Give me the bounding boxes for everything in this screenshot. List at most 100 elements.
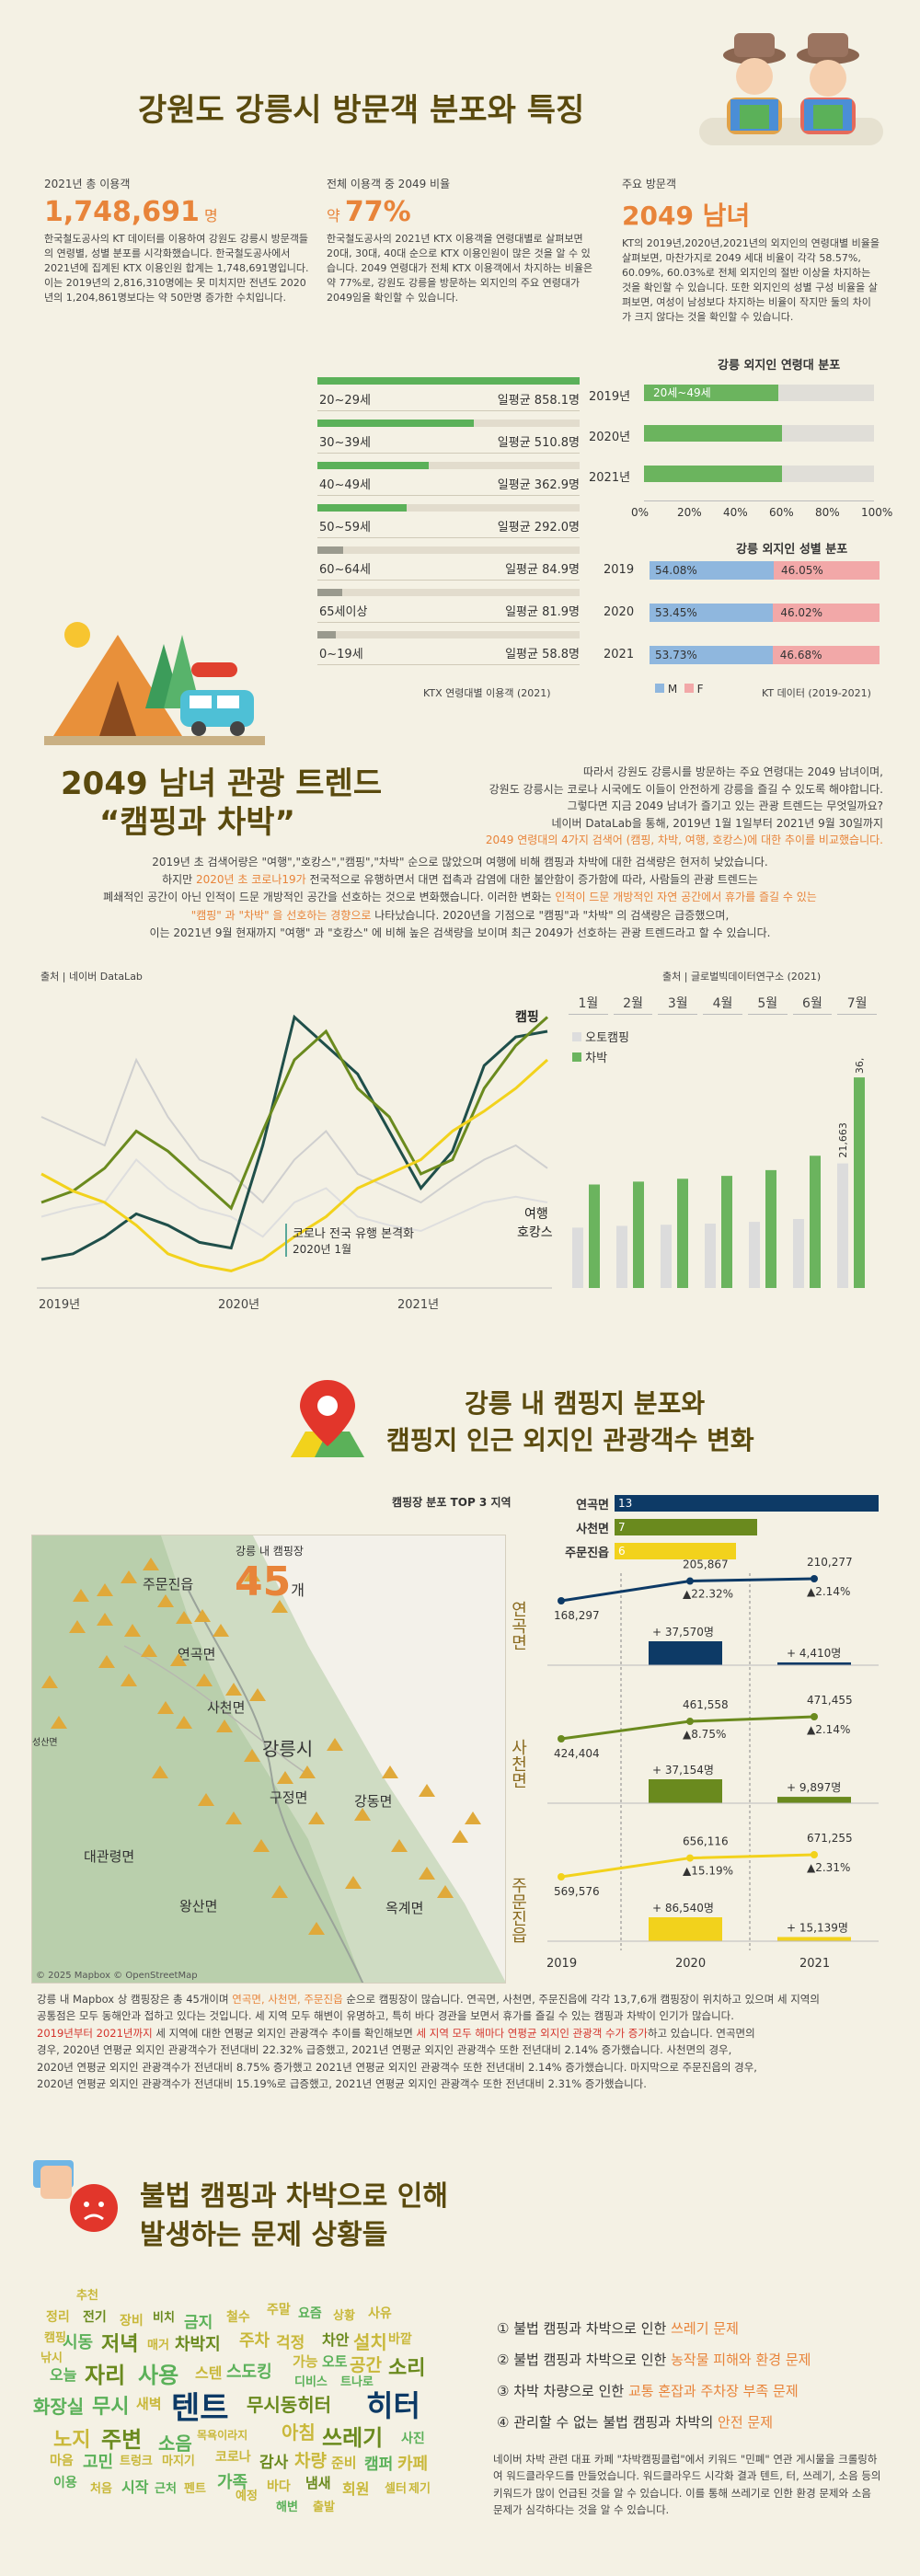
word-cloud-word: 디비스	[294, 2375, 328, 2389]
issue-text: 관리할 수 없는 불법 캠핑과 차박의	[513, 2414, 719, 2431]
map-attribution[interactable]: © 2025 Mapbox © OpenStreetMap	[36, 1971, 198, 1981]
bar-legend: 오토캠핑 차박	[572, 1029, 629, 1069]
tent-icon[interactable]	[121, 1673, 137, 1686]
tent-icon[interactable]	[213, 1624, 229, 1637]
tent-icon[interactable]	[225, 1811, 242, 1824]
age-tick-label: 80%	[815, 506, 840, 519]
word-cloud-word: 노지	[53, 2429, 91, 2452]
ktx-age-row: 20~29세 일평균 858.1명	[317, 377, 580, 420]
month-tab[interactable]: 7월	[837, 994, 878, 1015]
map-place-label: 구정면	[270, 1789, 308, 1806]
month-tab[interactable]: 2월	[613, 994, 653, 1015]
tent-icon[interactable]	[419, 1784, 435, 1797]
tent-icon[interactable]	[327, 1738, 343, 1751]
tent-icon[interactable]	[157, 1701, 174, 1714]
tent-icon[interactable]	[216, 1719, 233, 1732]
tent-icon[interactable]	[97, 1583, 113, 1596]
tent-icon[interactable]	[308, 1922, 325, 1935]
tent-icon[interactable]	[98, 1655, 115, 1668]
stat1-desc: 한국철도공사의 KT 데이터를 이용하여 강원도 강릉시 방문객들의 연령별, …	[44, 233, 309, 305]
word-cloud-word: 새벽	[136, 2396, 162, 2412]
tent-icon[interactable]	[73, 1589, 89, 1602]
month-selector: 1월 2월 3월 4월 5월 6월 7월	[569, 994, 878, 1015]
word-cloud-word: 가능	[293, 2353, 318, 2370]
tent-icon[interactable]	[225, 1683, 242, 1696]
tent-icon[interactable]	[152, 1765, 168, 1778]
issue-num: ①	[497, 2320, 510, 2337]
age-value: 일평균 362.9명	[497, 478, 580, 492]
word-cloud-word: 감사	[259, 2454, 289, 2472]
tent-icon[interactable]	[345, 1876, 362, 1889]
month-tab[interactable]: 5월	[747, 994, 788, 1015]
tent-icon[interactable]	[354, 1808, 371, 1821]
tent-icon[interactable]	[419, 1867, 435, 1880]
stat3-label: 주요 방문객	[622, 178, 677, 190]
word-cloud-word: 근처	[155, 2482, 177, 2496]
tent-icon[interactable]	[277, 1771, 293, 1784]
ktx-age-row: 30~39세 일평균 510.8명	[317, 420, 580, 462]
tent-icon[interactable]	[465, 1811, 481, 1824]
region-year-label: 2020	[675, 1957, 706, 1971]
covid-annotation: 코로나 전국 유행 본격화 2020년 1월	[285, 1224, 414, 1257]
tent-icon[interactable]	[271, 1600, 288, 1613]
tent-icon[interactable]	[271, 1885, 288, 1898]
tent-icon[interactable]	[249, 1688, 266, 1701]
tent-icon[interactable]	[452, 1830, 468, 1843]
tent-icon[interactable]	[253, 1839, 270, 1852]
bar-track	[317, 631, 580, 638]
region-value: 168,297	[554, 1609, 600, 1622]
tent-icon[interactable]	[382, 1765, 398, 1778]
gender-bar-f: 46.68%	[772, 646, 880, 664]
tent-icon[interactable]	[198, 1793, 214, 1806]
age-tick-label: 20%	[677, 506, 702, 519]
word-cloud-word: 매거	[147, 2339, 169, 2352]
stat1-value: 1,748,691	[44, 196, 200, 229]
tent-icon[interactable]	[141, 1644, 157, 1657]
tent-icon[interactable]	[194, 1609, 211, 1622]
region-point	[686, 1854, 694, 1862]
word-cloud-word: 이용	[53, 2476, 77, 2490]
tent-icon[interactable]	[299, 1765, 316, 1778]
region-name: 주문진읍	[511, 1877, 528, 1943]
tent-icon[interactable]	[97, 1613, 113, 1626]
tent-icon[interactable]	[391, 1839, 408, 1852]
tent-icon[interactable]	[176, 1716, 192, 1729]
map-count: 강릉 내 캠핑장 45개	[235, 1543, 305, 1605]
region-year-label: 2019	[546, 1957, 577, 1971]
region-point	[686, 1718, 694, 1726]
tent-icon[interactable]	[41, 1675, 58, 1688]
tent-icon[interactable]	[170, 1653, 187, 1666]
top3-name: 사천면	[576, 1523, 609, 1536]
region-value: 569,576	[554, 1885, 600, 1898]
month-tab[interactable]: 6월	[792, 994, 833, 1015]
bar-autocamp	[661, 1225, 672, 1288]
word-cloud-word: 트렁크	[120, 2455, 153, 2468]
tent-icon[interactable]	[51, 1716, 67, 1729]
word-cloud-word: 사용	[138, 2363, 179, 2388]
stat2-label: 전체 이용객 중 2049 비율	[327, 178, 451, 190]
tent-icon[interactable]	[244, 1749, 260, 1762]
bar-autocamp	[793, 1219, 804, 1288]
tent-icon[interactable]	[437, 1885, 454, 1898]
tent-icon[interactable]	[308, 1811, 325, 1824]
legend-f-label: F	[696, 683, 704, 696]
tent-icon[interactable]	[69, 1620, 86, 1633]
tent-icon[interactable]	[196, 1673, 213, 1686]
tent-icon[interactable]	[176, 1611, 192, 1624]
tent-icon[interactable]	[143, 1558, 159, 1570]
tent-icon[interactable]	[157, 1594, 174, 1607]
camping-map[interactable]: 주문진읍 연곡면 사천면 강릉시 구정면 강동면 대관령면 왕산면 옥계면 성산면 강릉 내 캠핑…	[31, 1535, 506, 1984]
tent-icon[interactable]	[121, 1570, 137, 1583]
word-cloud-word: 정리	[46, 2310, 70, 2325]
tent-icon[interactable]	[244, 1569, 260, 1581]
region-point	[811, 1851, 818, 1858]
age-label: 60~64세	[319, 563, 371, 577]
word-cloud-word: 목욕이라지	[197, 2429, 248, 2442]
bar-fill	[317, 420, 474, 427]
month-tab[interactable]: 1월	[569, 994, 608, 1015]
month-tab[interactable]: 4월	[703, 994, 742, 1015]
bar-chabak	[810, 1156, 821, 1288]
trend-source: 출처 | 네이버 DataLab	[40, 971, 143, 983]
tent-icon[interactable]	[124, 1624, 141, 1637]
month-tab[interactable]: 3월	[658, 994, 698, 1015]
